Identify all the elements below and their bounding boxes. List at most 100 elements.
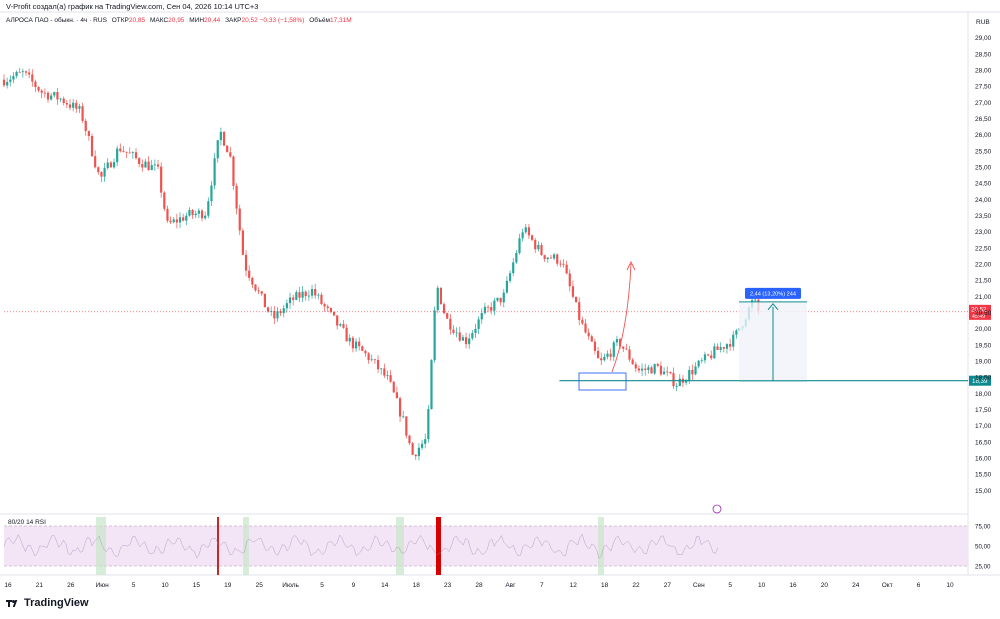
candle-body	[251, 277, 254, 285]
candle-body	[386, 375, 389, 376]
candle-body	[134, 152, 138, 159]
candle-body	[128, 152, 131, 154]
candle-body	[216, 140, 219, 159]
candle-body	[238, 208, 241, 231]
candle-body	[556, 254, 559, 264]
tradingview-logo[interactable]: TradingView	[6, 597, 89, 609]
candle-body	[593, 341, 597, 351]
candle-body	[361, 346, 364, 351]
candle-body	[446, 313, 449, 319]
time-tick-label: 14	[381, 582, 389, 589]
candle-body	[40, 90, 43, 93]
candle-body	[194, 213, 197, 216]
candle-body	[358, 341, 361, 347]
candle-body	[647, 367, 650, 370]
candle-body	[490, 307, 493, 311]
price-tick-label: 15,50	[975, 472, 992, 479]
candle-body	[417, 447, 421, 457]
time-tick-label: 12	[570, 582, 578, 589]
candle-body	[537, 244, 540, 250]
candle-body	[106, 162, 109, 169]
candle-body	[442, 304, 446, 314]
rsi-indicator-label[interactable]: 80/20 14 RSI	[8, 519, 46, 526]
candle-body	[650, 367, 653, 374]
candle-body	[502, 292, 505, 303]
breakout-arrow-head	[626, 260, 636, 271]
candle-body	[471, 332, 474, 339]
price-tick-label: 17,50	[975, 407, 992, 414]
price-tick-label: 29,00	[975, 35, 992, 42]
candle-body	[210, 185, 213, 202]
candle-body	[150, 165, 153, 171]
candle-body	[345, 327, 348, 342]
candle-body	[364, 350, 367, 354]
candle-body	[295, 292, 298, 300]
candle-body	[716, 346, 719, 350]
candle-body	[56, 92, 59, 100]
candle-body	[232, 156, 235, 186]
candle-body	[213, 158, 216, 186]
candle-body	[706, 354, 710, 356]
candle-body	[515, 253, 518, 263]
candle-body	[587, 332, 590, 337]
candle-body	[486, 306, 490, 308]
candle-body	[530, 235, 534, 240]
price-tick-label: 19,50	[975, 342, 992, 349]
candle-body	[178, 217, 182, 223]
time-tick-label: 16	[789, 582, 797, 589]
candle-body	[254, 284, 257, 291]
candle-body	[317, 294, 320, 296]
tradingview-logo-text: TradingView	[24, 597, 89, 609]
candle-body	[204, 215, 207, 219]
candle-body	[166, 208, 169, 221]
candle-body	[323, 303, 326, 307]
candle-body	[244, 254, 248, 271]
candle-body	[248, 270, 251, 278]
candle-body	[618, 339, 622, 347]
candle-body	[97, 167, 100, 173]
candle-body	[260, 291, 263, 294]
candle-body	[18, 71, 21, 73]
candle-body	[477, 319, 480, 329]
symbol-legend: АЛРОСА ПАО - обыкн. · 4ч · RUS ОТКР20,85…	[6, 17, 352, 24]
measure-label-text: 2,44 (13,20%) 244	[750, 292, 796, 298]
rsi-oversold-zone	[396, 517, 404, 575]
candle-body	[534, 239, 537, 250]
candle-body	[9, 79, 12, 82]
rsi-tick-label: 25,00	[975, 564, 991, 571]
candle-body	[725, 344, 729, 349]
candle-body	[153, 164, 156, 166]
candle-body	[493, 300, 496, 311]
price-tick-label: 24,50	[975, 181, 992, 188]
candle-body	[678, 378, 681, 387]
candle-body	[395, 392, 399, 399]
candle-body	[329, 308, 333, 312]
candle-body	[508, 273, 512, 281]
candle-body	[370, 359, 373, 361]
candle-body	[207, 201, 210, 216]
price-tick-label: 22,50	[975, 245, 992, 252]
candle-body	[625, 348, 628, 350]
price-tick-label: 24,00	[975, 197, 992, 204]
candle-body	[332, 311, 336, 316]
candle-body	[84, 120, 87, 132]
candle-body	[351, 337, 355, 349]
symbol-name[interactable]: АЛРОСА ПАО - обыкн. · 4ч · RUS	[6, 17, 107, 24]
candle-body	[226, 145, 229, 153]
candle-body	[640, 368, 644, 371]
candle-body	[411, 443, 414, 455]
time-tick-label: 10	[758, 582, 766, 589]
candle-body	[606, 353, 609, 357]
tradingview-logo-icon	[6, 598, 20, 608]
time-tick-label: 6	[917, 582, 921, 589]
price-tick-label: 16,50	[975, 439, 992, 446]
candle-body	[703, 354, 707, 361]
candle-body	[301, 291, 304, 298]
candle-body	[147, 161, 150, 171]
candle-body	[12, 76, 15, 80]
time-tick-label: 18	[413, 582, 421, 589]
time-tick-label: Июн	[96, 582, 110, 589]
candle-body	[46, 92, 50, 100]
candle-body	[241, 230, 244, 255]
